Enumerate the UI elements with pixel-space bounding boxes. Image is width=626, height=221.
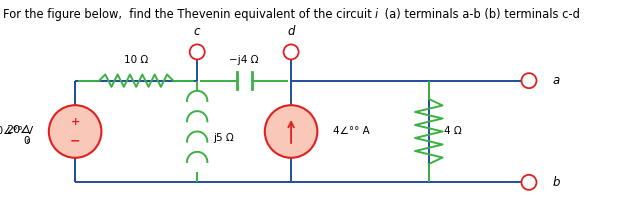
Text: j5 Ω: j5 Ω xyxy=(213,133,233,143)
Text: +: + xyxy=(71,117,80,127)
Text: −j4 Ω: −j4 Ω xyxy=(229,55,259,65)
Ellipse shape xyxy=(521,73,536,88)
Text: °: ° xyxy=(25,139,30,149)
Ellipse shape xyxy=(521,175,536,190)
Ellipse shape xyxy=(49,105,101,158)
Ellipse shape xyxy=(190,44,205,59)
Text: 10 Ω: 10 Ω xyxy=(124,55,148,65)
Text: 4 Ω: 4 Ω xyxy=(444,126,462,137)
Text: 20∠°° V: 20∠°° V xyxy=(0,126,33,137)
Text: b: b xyxy=(552,176,560,189)
Text: a: a xyxy=(552,74,560,87)
Text: i: i xyxy=(374,8,377,21)
Ellipse shape xyxy=(284,44,299,59)
Text: 0: 0 xyxy=(24,136,30,146)
Text: 4∠°° A: 4∠°° A xyxy=(333,126,370,137)
Text: c: c xyxy=(194,25,200,38)
Text: d: d xyxy=(287,25,295,38)
Text: (a) terminals a-b (b) terminals c-d: (a) terminals a-b (b) terminals c-d xyxy=(381,8,580,21)
Text: For the figure below,  find the Thevenin equivalent of the circuit: For the figure below, find the Thevenin … xyxy=(3,8,376,21)
Ellipse shape xyxy=(265,105,317,158)
Text: 20∠: 20∠ xyxy=(6,125,30,135)
Text: −: − xyxy=(70,134,80,147)
